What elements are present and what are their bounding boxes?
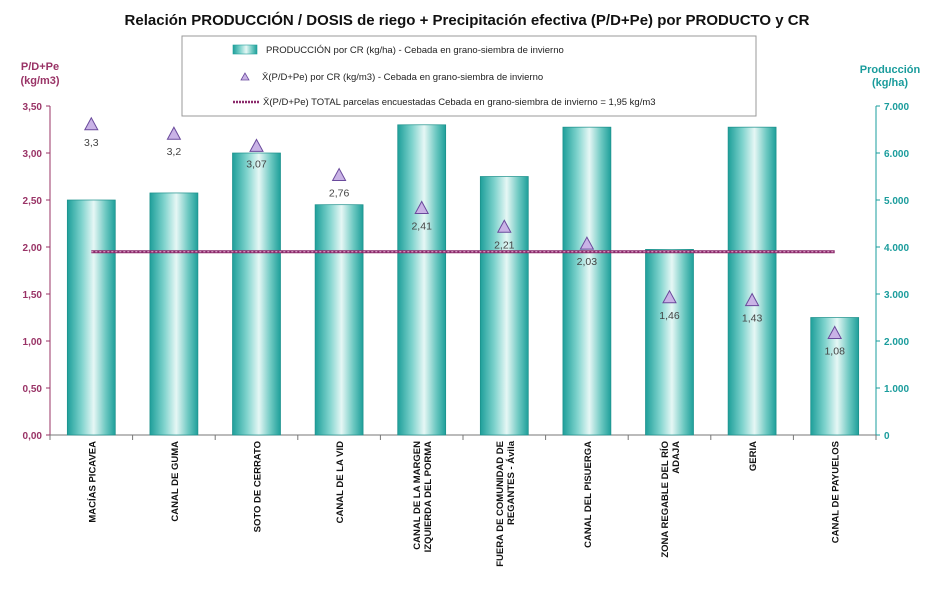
right-axis-ticks: 0 1.000 2.000 3.000 4.000 5.000 6.000 7.000	[876, 102, 909, 442]
category-label: REGANTES - Ávila	[506, 440, 517, 525]
legend-box	[181, 35, 757, 117]
left-axis-title-line2: (kg/m3)	[20, 75, 59, 87]
right-tick-label: 6.000	[884, 149, 909, 160]
category-label: FUERA DE COMUNIDAD DE	[495, 441, 506, 567]
pdpe-data-label: 1,46	[659, 310, 680, 322]
production-bar	[645, 249, 694, 436]
category-label: CANAL DE PAYUELOS	[831, 441, 842, 543]
pdpe-data-label: 3,07	[246, 158, 267, 170]
left-tick-label: 3,50	[23, 102, 43, 113]
right-axis-title-line2: (kg/ha)	[872, 77, 908, 89]
production-bar	[66, 199, 116, 436]
pdpe-marker	[166, 126, 182, 140]
pdpe-data-labels: 3,3 3,2 3,07 2,76 2,41 2,21 2,03 1,46 1,43 1,08	[84, 137, 845, 358]
right-tick-label: 0	[884, 431, 890, 442]
category-label: CANAL DE LA MARGEN	[412, 441, 423, 550]
production-bar	[727, 126, 777, 436]
right-tick-label: 5.000	[884, 196, 909, 207]
category-label: MACÍAS PICAVEA	[87, 441, 98, 523]
left-tick-label: 0,50	[23, 384, 43, 395]
category-label: CANAL DE LA VID	[335, 441, 346, 523]
left-tick-label: 3,00	[23, 149, 43, 160]
pdpe-data-label: 2,21	[494, 239, 515, 251]
category-label: SOTO DE CERRATO	[253, 441, 264, 532]
legend-bar-swatch	[232, 44, 258, 55]
pdpe-marker	[331, 167, 347, 182]
left-tick-label: 1,00	[23, 337, 43, 348]
pdpe-marker	[249, 138, 264, 152]
left-tick-label: 0,00	[23, 431, 43, 442]
pdpe-data-label: 2,03	[577, 256, 598, 268]
right-tick-label: 7.000	[884, 102, 909, 113]
production-bar	[562, 126, 612, 436]
left-tick-label: 2,00	[23, 243, 43, 254]
production-bar	[479, 176, 529, 436]
pdpe-data-label: 3,3	[84, 137, 99, 149]
pdpe-data-label: 1,08	[824, 345, 845, 357]
category-label: IZQUIERDA DEL PORMA	[423, 441, 434, 553]
pdpe-data-label: 2,76	[329, 188, 350, 200]
legend-marker-swatch	[240, 72, 250, 81]
pdpe-markers	[83, 116, 843, 339]
pdpe-marker	[744, 292, 760, 307]
production-bar	[397, 124, 447, 436]
legend-line-label: X̄(P/D+Pe) TOTAL parcelas encuestadas Ce…	[263, 97, 656, 108]
category-label: ADAJA	[671, 441, 682, 474]
production-bar	[314, 204, 364, 436]
legend: PRODUCCIÓN por CR (kg/ha) - Cebada en gr…	[181, 35, 757, 117]
pdpe-marker	[579, 236, 595, 250]
legend-bar-label: PRODUCCIÓN por CR (kg/ha) - Cebada en gr…	[266, 45, 564, 56]
left-axis-title-line1: P/D+Pe	[21, 61, 59, 73]
right-tick-label: 2.000	[884, 337, 909, 348]
pdpe-marker	[662, 289, 677, 304]
left-tick-label: 2,50	[23, 196, 43, 207]
right-tick-label: 4.000	[884, 243, 909, 254]
production-bar	[232, 152, 281, 436]
left-axis-ticks: 0,00 0,50 1,00 1,50 2,00 2,50 3,00 3,50	[23, 102, 50, 442]
category-label: CANAL DEL PISUERGA	[583, 441, 594, 548]
pdpe-marker	[496, 219, 512, 233]
right-tick-label: 1.000	[884, 384, 909, 395]
category-label: ZONA REGABLE DEL RÍO	[660, 441, 671, 558]
pdpe-marker	[827, 325, 843, 339]
production-bars	[66, 124, 860, 436]
pdpe-data-label: 2,41	[411, 220, 432, 232]
pdpe-data-label: 3,2	[167, 146, 182, 158]
category-label: GERIA	[748, 441, 759, 471]
pdpe-data-label: 1,43	[742, 313, 763, 325]
legend-marker-label: X̄(P/D+Pe) por CR (kg/m3) - Cebada en gr…	[262, 72, 543, 83]
category-labels: MACÍAS PICAVEA CANAL DE GUMA SOTO DE CERRA…	[49, 435, 877, 567]
pdpe-marker	[83, 116, 99, 131]
pdpe-marker	[414, 200, 430, 214]
category-label: CANAL DE GUMA	[170, 441, 181, 522]
left-tick-label: 1,50	[23, 290, 43, 301]
chart-title: Relación PRODUCCIÓN / DOSIS de riego + P…	[125, 11, 810, 29]
right-tick-label: 3.000	[884, 290, 909, 301]
right-axis-title-line1: Producción	[860, 64, 921, 76]
production-bar	[149, 192, 199, 436]
